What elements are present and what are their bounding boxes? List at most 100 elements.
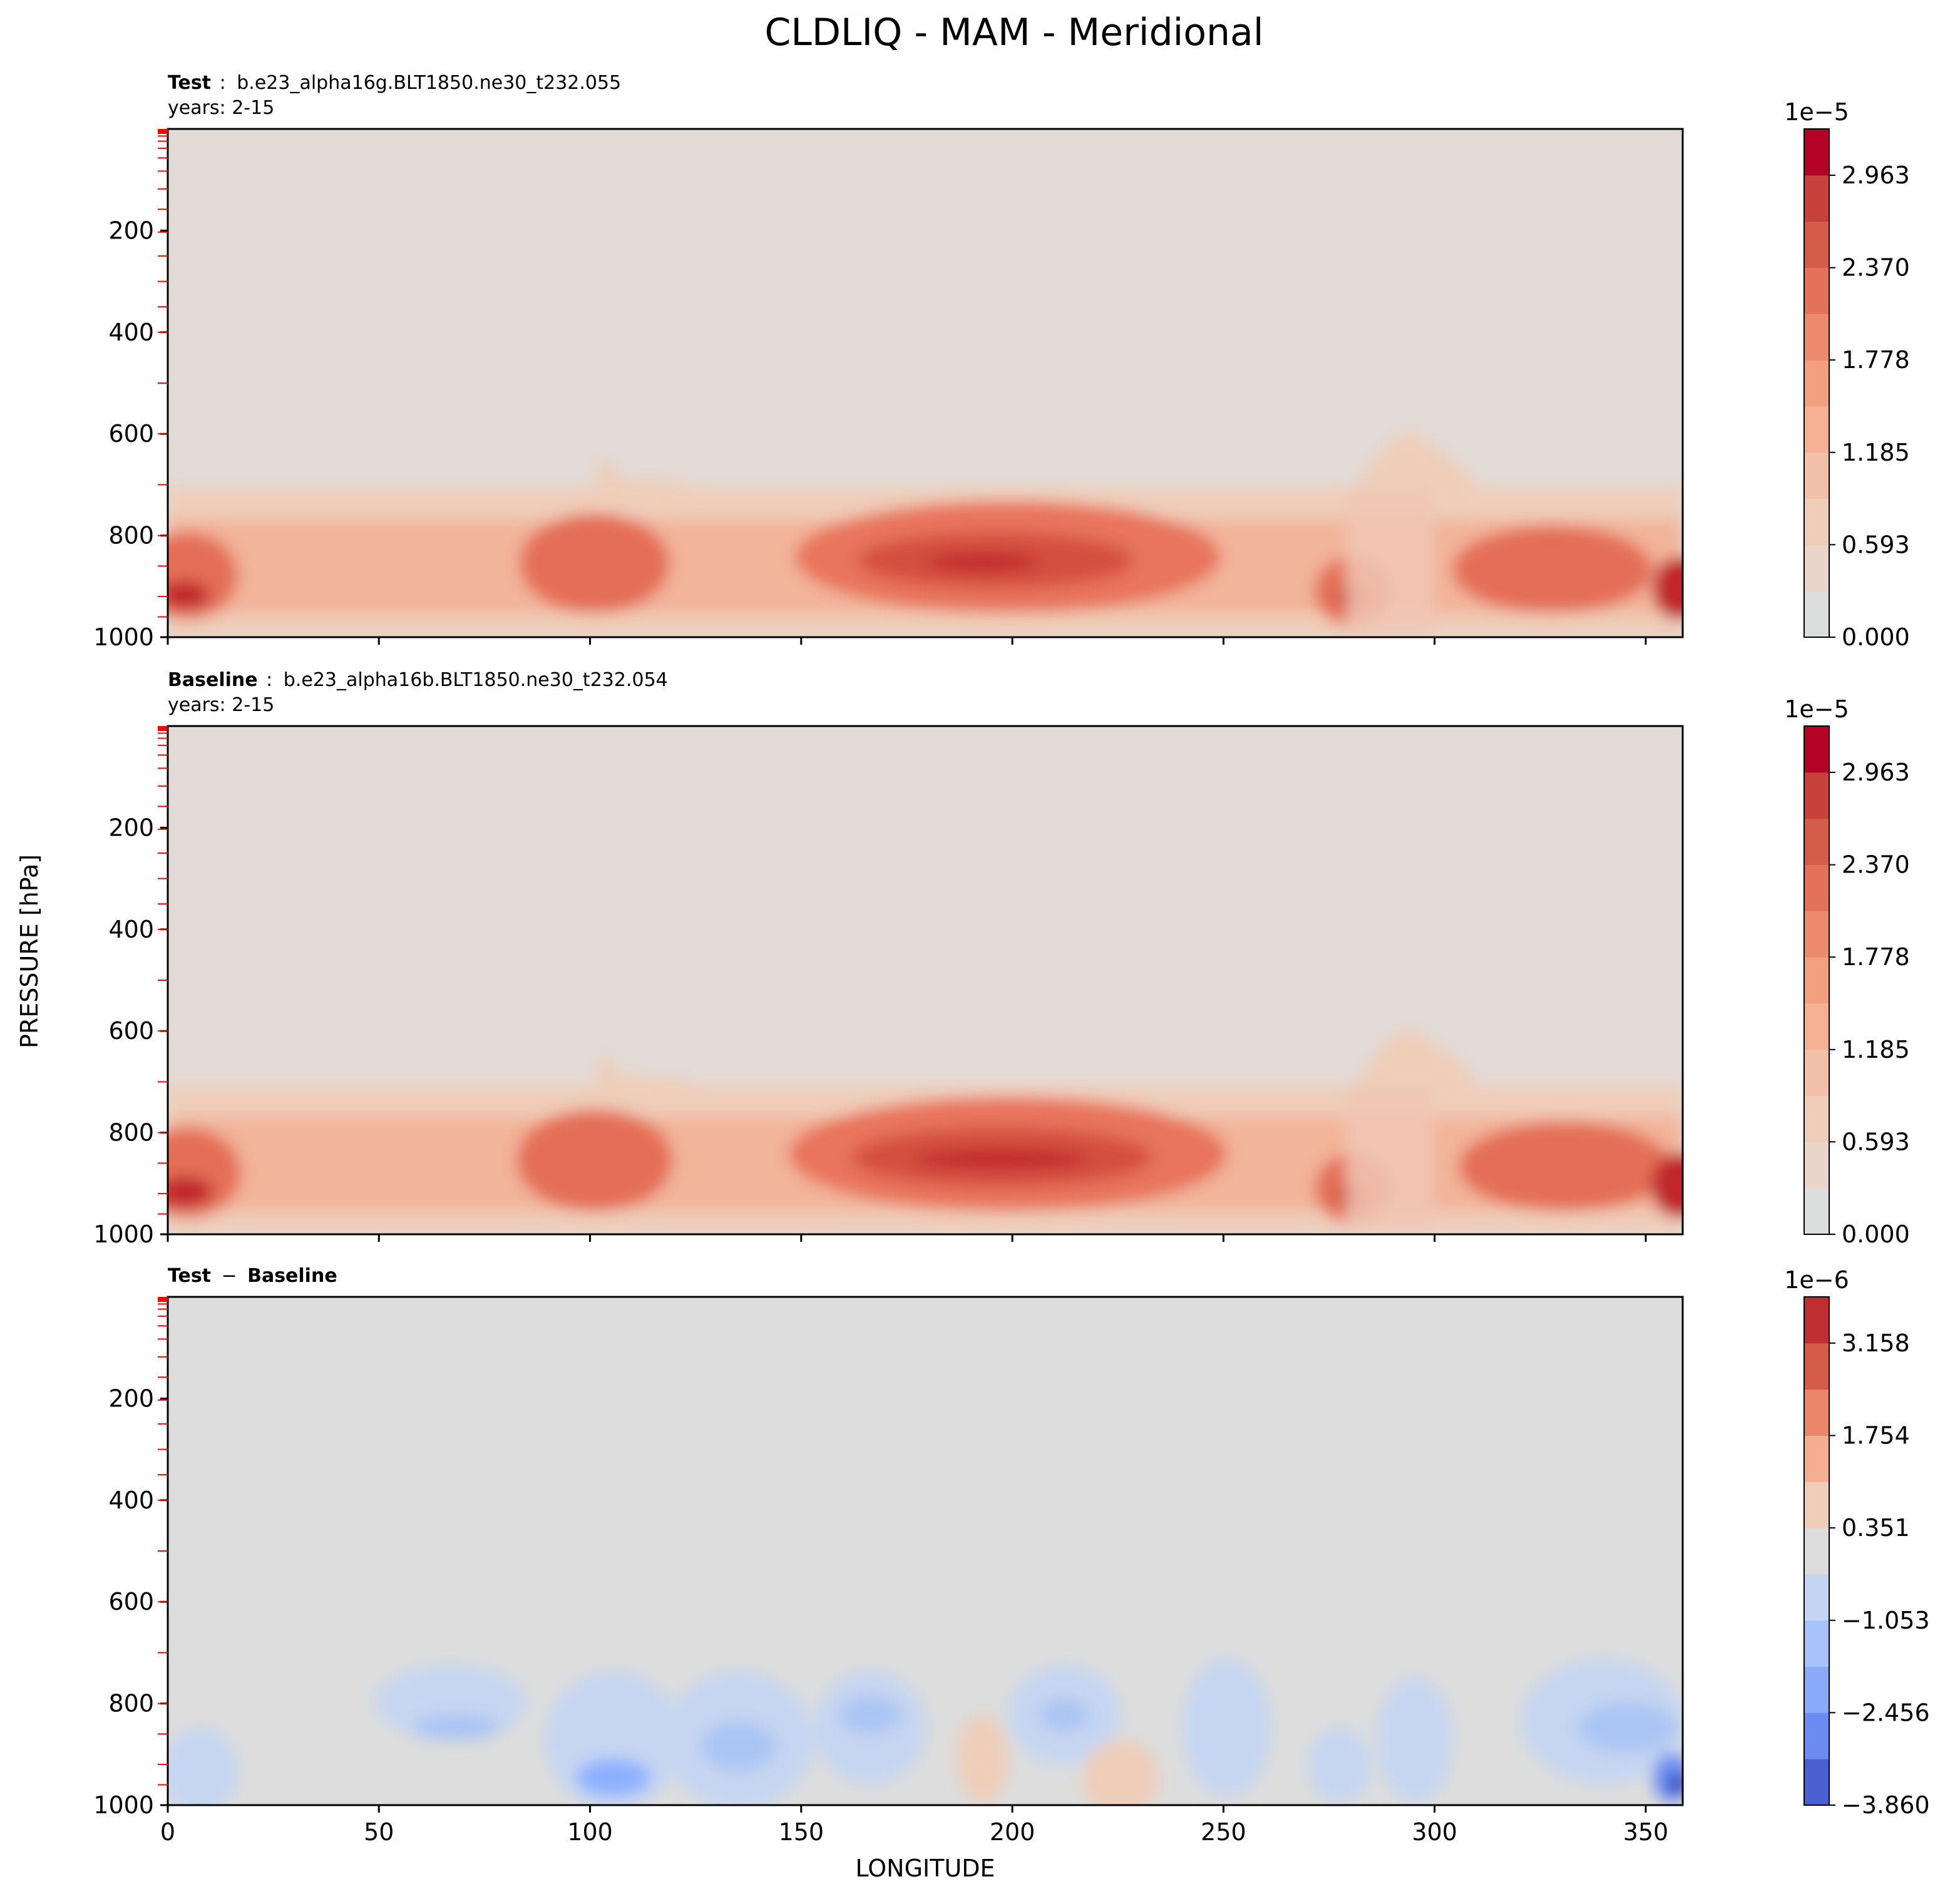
colorbar-level bbox=[1804, 1759, 1829, 1806]
y-tick-label: 400 bbox=[108, 1487, 154, 1514]
colorbar-tick-label: 0.000 bbox=[1842, 1221, 1910, 1248]
colorbar-scale: 1e−5 bbox=[1784, 695, 1849, 723]
figure-title: CLDLIQ - MAM - Meridional bbox=[765, 11, 1264, 54]
contour-blob bbox=[1308, 1728, 1371, 1803]
panel-separator: : bbox=[220, 72, 226, 94]
colorbar: 0.000 0.593 1.185 1.778 2.370 2.963 1e−5 bbox=[1784, 98, 1910, 651]
panel-years: years: 2-15 bbox=[168, 97, 274, 119]
contour-blob bbox=[701, 1721, 776, 1771]
contour-blob bbox=[516, 1109, 673, 1212]
y-axis-label: PRESSURE [hPa] bbox=[16, 854, 43, 1048]
y-tick-label: 200 bbox=[108, 1385, 154, 1412]
y-tick-label: 1000 bbox=[93, 623, 154, 651]
x-tick-label: 200 bbox=[990, 1818, 1035, 1846]
colorbar-frame bbox=[1804, 128, 1830, 638]
y-tick-label: 800 bbox=[108, 1690, 154, 1717]
red-minor-ticks bbox=[158, 726, 168, 1215]
colorbar-level bbox=[1804, 1003, 1829, 1050]
contour-bump bbox=[595, 458, 689, 501]
contour-blob bbox=[1377, 1677, 1452, 1803]
colorbar-tick-label: 1.185 bbox=[1842, 1036, 1910, 1063]
colorbar-level bbox=[1804, 957, 1829, 1004]
plot-area bbox=[168, 726, 1683, 1234]
y-tick-label: 600 bbox=[108, 1017, 154, 1045]
contour-blob bbox=[839, 1696, 901, 1734]
contour-blob bbox=[1653, 557, 1683, 620]
colorbar-tick-label: 1.185 bbox=[1842, 439, 1910, 466]
x-axis-label: LONGITUDE bbox=[855, 1855, 995, 1882]
contour-bump bbox=[595, 1055, 689, 1098]
colorbar-level bbox=[1804, 221, 1829, 268]
colorbar-level bbox=[1804, 1435, 1829, 1482]
x-tick-label: 50 bbox=[364, 1818, 394, 1846]
x-tick-label: 300 bbox=[1412, 1818, 1457, 1846]
colorbar-level bbox=[1804, 591, 1829, 638]
plot-area bbox=[168, 129, 1683, 637]
contour-blob bbox=[576, 1759, 651, 1796]
colorbar-tick-label: −1.053 bbox=[1842, 1607, 1930, 1634]
y-tick-label: 1000 bbox=[93, 1221, 154, 1248]
x-tick-label: 0 bbox=[160, 1818, 175, 1846]
colorbar-level bbox=[1804, 1666, 1829, 1713]
y-tick-label: 200 bbox=[108, 814, 154, 841]
y-tick-label: 1000 bbox=[93, 1791, 154, 1819]
x-tick-label: 250 bbox=[1201, 1818, 1246, 1846]
colorbar-tick-label: −3.860 bbox=[1842, 1791, 1930, 1819]
colorbar-level bbox=[1804, 1574, 1829, 1621]
contour-blob bbox=[1651, 1153, 1683, 1218]
colorbar: 0.000 0.593 1.185 1.778 2.370 2.963 1e−5 bbox=[1784, 695, 1910, 1248]
contour-blob bbox=[1578, 1702, 1678, 1753]
colorbar-level bbox=[1804, 726, 1829, 773]
panel-baseline: Baseline : b.e23_alpha16b.BLT1850.ne30_t… bbox=[93, 669, 1910, 1248]
colorbar-tick-label: 1.754 bbox=[1842, 1422, 1910, 1450]
colorbar-level bbox=[1804, 1528, 1829, 1575]
colorbar-tick-label: 0.593 bbox=[1842, 1128, 1910, 1155]
panel-years: years: 2-15 bbox=[168, 694, 274, 716]
colorbar-level bbox=[1804, 1297, 1829, 1344]
panel-title-difference: Test − Baseline bbox=[168, 1265, 337, 1287]
colorbar-level bbox=[1804, 1142, 1829, 1189]
colorbar-level bbox=[1804, 818, 1829, 865]
contour-blob bbox=[413, 1715, 501, 1740]
y-axis: 200 400 600 800 1000 bbox=[93, 814, 168, 1248]
contour-blob bbox=[168, 581, 210, 608]
y-tick-label: 600 bbox=[108, 1588, 154, 1615]
model-level-cluster bbox=[158, 129, 168, 134]
colorbar-level bbox=[1804, 1620, 1829, 1667]
panel-title-baseline: Baseline : b.e23_alpha16b.BLT1850.ne30_t… bbox=[168, 669, 668, 691]
contour-band bbox=[1346, 1085, 1434, 1234]
colorbar-level bbox=[1804, 498, 1829, 545]
contour-blob bbox=[914, 1150, 1089, 1169]
contour-blob bbox=[926, 553, 1039, 571]
red-minor-ticks bbox=[158, 1297, 168, 1786]
y-axis: 200 400 600 800 1000 bbox=[93, 1385, 168, 1819]
panel-label: Test bbox=[168, 72, 211, 94]
colorbar-tick-label: 0.000 bbox=[1842, 623, 1910, 651]
y-tick-label: 600 bbox=[108, 420, 154, 448]
contour-bump bbox=[1352, 1030, 1477, 1098]
contour-bump bbox=[1352, 433, 1477, 501]
model-level-cluster bbox=[158, 726, 168, 731]
x-tick-label: 150 bbox=[779, 1818, 824, 1846]
model-level-cluster bbox=[158, 1297, 168, 1302]
x-tick-label: 100 bbox=[567, 1818, 613, 1846]
colorbar-level bbox=[1804, 1049, 1829, 1097]
panel-separator: : bbox=[266, 669, 272, 691]
x-tick-label: 350 bbox=[1623, 1818, 1669, 1846]
colorbar-scale: 1e−6 bbox=[1784, 1266, 1849, 1294]
panel-case: b.e23_alpha16b.BLT1850.ne30_t232.054 bbox=[284, 669, 668, 691]
colorbar-scale: 1e−5 bbox=[1784, 98, 1849, 126]
colorbar-tick-label: 0.593 bbox=[1842, 531, 1910, 558]
colorbar-level bbox=[1804, 1389, 1829, 1436]
colorbar-level bbox=[1804, 1343, 1829, 1390]
colorbar: −3.860 −2.456 −1.053 0.351 1.754 3.158 1e−6 bbox=[1784, 1266, 1929, 1819]
panel-test: Test : b.e23_alpha16g.BLT1850.ne30_t232.… bbox=[93, 72, 1910, 651]
contour-blob bbox=[1459, 1122, 1671, 1212]
contour-blob bbox=[520, 513, 670, 613]
x-axis bbox=[167, 1234, 1647, 1242]
panel-label: Baseline bbox=[168, 669, 258, 691]
panel-label-a: Test bbox=[168, 1265, 211, 1287]
colorbar-level bbox=[1804, 1482, 1829, 1528]
colorbar-tick-label: 2.963 bbox=[1842, 759, 1910, 786]
